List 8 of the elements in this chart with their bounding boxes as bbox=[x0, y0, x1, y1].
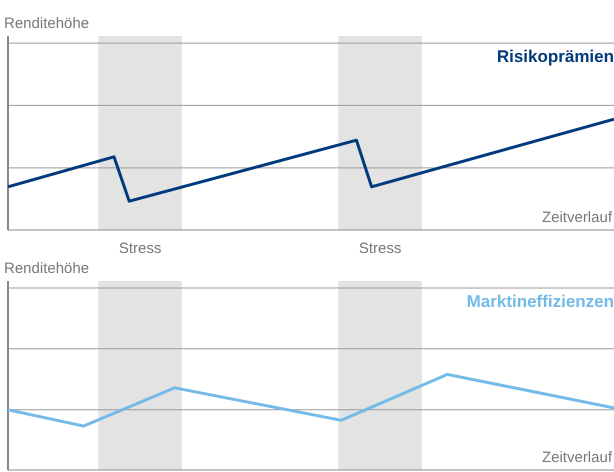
text: Marktineffizienzen bbox=[466, 292, 614, 311]
y-axis-title: Renditehöhe bbox=[4, 15, 90, 32]
text: Stress bbox=[358, 240, 402, 257]
text: Stress bbox=[118, 240, 162, 257]
x-axis-title: Zeitverlauf bbox=[542, 449, 613, 466]
y-axis-title: Renditehöhe bbox=[4, 260, 90, 277]
x-axis-title: Zeitverlauf bbox=[542, 209, 613, 226]
text: Risikoprämien bbox=[496, 47, 614, 66]
